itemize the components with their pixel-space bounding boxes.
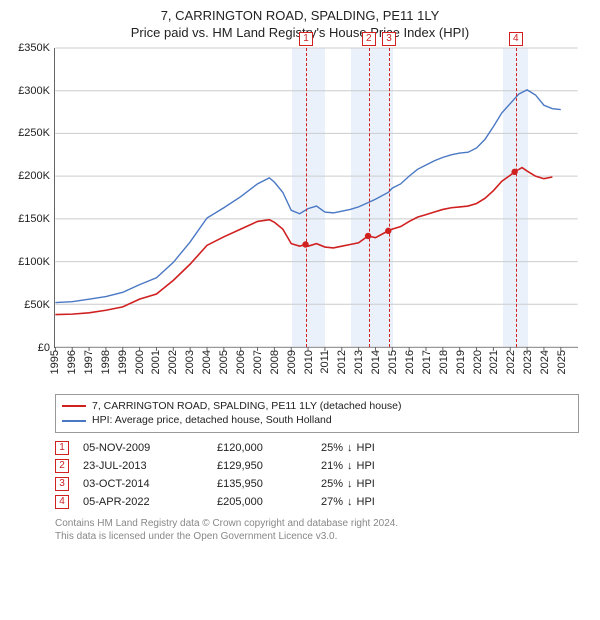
transaction-date: 05-APR-2022: [83, 496, 203, 508]
x-tick-label: 2016: [404, 350, 416, 374]
transaction-diff-suffix: HPI: [357, 478, 375, 490]
y-tick-label: £50K: [24, 299, 50, 311]
transaction-diff-suffix: HPI: [357, 496, 375, 508]
legend-label-hpi: HPI: Average price, detached house, Sout…: [92, 413, 332, 428]
chart-title-line1: 7, CARRINGTON ROAD, SPALDING, PE11 1LY: [10, 8, 590, 25]
transaction-price: £135,950: [217, 478, 307, 490]
plot-area: £0£50K£100K£150K£200K£250K£300K£350K 123…: [10, 48, 590, 348]
x-tick-label: 2023: [522, 350, 534, 374]
y-axis: £0£50K£100K£150K£200K£250K£300K£350K: [10, 48, 54, 348]
x-tick-label: 2000: [134, 350, 146, 374]
transaction-diff-pct: 25%: [321, 442, 343, 454]
x-tick-label: 2003: [184, 350, 196, 374]
transaction-price: £120,000: [217, 442, 307, 454]
attribution-line2: This data is licensed under the Open Gov…: [55, 530, 579, 543]
x-tick-label: 2024: [539, 350, 551, 374]
legend-item-hpi: HPI: Average price, detached house, Sout…: [62, 413, 572, 428]
arrow-down-icon: ↓: [347, 478, 353, 490]
transaction-point: [365, 233, 371, 239]
transaction-marker-label: 3: [382, 32, 396, 46]
transaction-index-box: 3: [55, 477, 69, 491]
y-tick-label: £350K: [18, 42, 50, 54]
arrow-down-icon: ↓: [347, 442, 353, 454]
x-tick-label: 2013: [353, 350, 365, 374]
transaction-diff-pct: 21%: [321, 460, 343, 472]
transaction-date: 03-OCT-2014: [83, 478, 203, 490]
transaction-diff: 25% ↓ HPI: [321, 478, 461, 490]
x-tick-label: 1997: [83, 350, 95, 374]
transaction-row: 2 23-JUL-2013 £129,950 21% ↓ HPI: [55, 457, 579, 475]
x-tick-label: 2009: [286, 350, 298, 374]
x-tick-label: 1998: [100, 350, 112, 374]
legend: 7, CARRINGTON ROAD, SPALDING, PE11 1LY (…: [55, 394, 579, 433]
x-tick-label: 2002: [167, 350, 179, 374]
legend-swatch-hpi: [62, 420, 86, 422]
transaction-diff-pct: 27%: [321, 496, 343, 508]
x-tick-label: 2017: [421, 350, 433, 374]
transaction-diff-pct: 25%: [321, 478, 343, 490]
x-tick-label: 2018: [438, 350, 450, 374]
transaction-row: 1 05-NOV-2009 £120,000 25% ↓ HPI: [55, 439, 579, 457]
x-tick-label: 2008: [269, 350, 281, 374]
transaction-price: £205,000: [217, 496, 307, 508]
legend-item-price: 7, CARRINGTON ROAD, SPALDING, PE11 1LY (…: [62, 399, 572, 414]
x-tick-label: 2006: [235, 350, 247, 374]
series-price_paid: [55, 167, 552, 314]
x-tick-label: 2015: [387, 350, 399, 374]
transaction-price: £129,950: [217, 460, 307, 472]
transaction-diff: 25% ↓ HPI: [321, 442, 461, 454]
transaction-date: 23-JUL-2013: [83, 460, 203, 472]
y-tick-label: £300K: [18, 85, 50, 97]
x-tick-label: 2020: [472, 350, 484, 374]
transaction-diff-suffix: HPI: [357, 460, 375, 472]
transaction-index-box: 2: [55, 459, 69, 473]
x-tick-label: 2022: [505, 350, 517, 374]
series-hpi: [55, 90, 560, 303]
chart-plot: 1234: [54, 48, 578, 348]
transaction-marker-label: 2: [362, 32, 376, 46]
transaction-point: [302, 241, 308, 247]
x-tick-label: 2011: [319, 350, 331, 374]
transaction-marker-label: 1: [299, 32, 313, 46]
arrow-down-icon: ↓: [347, 496, 353, 508]
x-tick-label: 1999: [117, 350, 129, 374]
transaction-diff-suffix: HPI: [357, 442, 375, 454]
transaction-row: 4 05-APR-2022 £205,000 27% ↓ HPI: [55, 493, 579, 511]
y-tick-label: £150K: [18, 213, 50, 225]
x-tick-label: 2004: [201, 350, 213, 374]
transaction-diff: 21% ↓ HPI: [321, 460, 461, 472]
transaction-index-box: 1: [55, 441, 69, 455]
y-tick-label: £200K: [18, 170, 50, 182]
x-tick-label: 2019: [455, 350, 467, 374]
x-tick-label: 1995: [49, 350, 61, 374]
x-tick-label: 2005: [218, 350, 230, 374]
x-tick-label: 2007: [252, 350, 264, 374]
x-tick-label: 2021: [488, 350, 500, 374]
legend-label-price: 7, CARRINGTON ROAD, SPALDING, PE11 1LY (…: [92, 399, 402, 414]
x-tick-label: 2012: [336, 350, 348, 374]
transaction-marker-label: 4: [509, 32, 523, 46]
transaction-point: [385, 227, 391, 233]
x-tick-label: 2025: [556, 350, 568, 374]
x-tick-label: 1996: [66, 350, 78, 374]
x-axis: 1995199619971998199920002001200220032004…: [55, 348, 579, 390]
attribution: Contains HM Land Registry data © Crown c…: [55, 517, 579, 543]
transactions-table: 1 05-NOV-2009 £120,000 25% ↓ HPI 2 23-JUL-2013 £…: [55, 439, 579, 511]
transaction-diff: 27% ↓ HPI: [321, 496, 461, 508]
chart-svg: [55, 48, 578, 347]
transaction-date: 05-NOV-2009: [83, 442, 203, 454]
x-tick-label: 2014: [370, 350, 382, 374]
attribution-line1: Contains HM Land Registry data © Crown c…: [55, 517, 579, 530]
x-tick-label: 2010: [303, 350, 315, 374]
legend-swatch-price: [62, 405, 86, 407]
x-tick-label: 2001: [150, 350, 162, 374]
y-tick-label: £250K: [18, 127, 50, 139]
y-tick-label: £100K: [18, 256, 50, 268]
transaction-point: [511, 168, 517, 174]
transaction-row: 3 03-OCT-2014 £135,950 25% ↓ HPI: [55, 475, 579, 493]
transaction-index-box: 4: [55, 495, 69, 509]
arrow-down-icon: ↓: [347, 460, 353, 472]
